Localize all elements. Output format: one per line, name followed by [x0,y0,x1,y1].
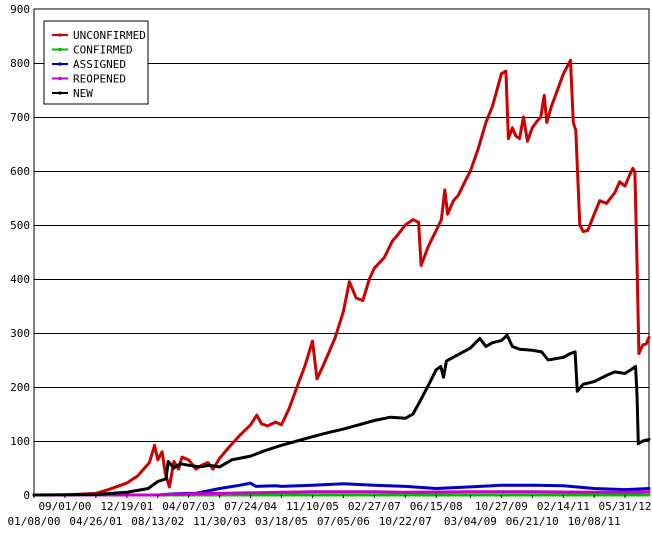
x-tick-label: 04/07/03 [162,500,215,513]
x-tick-label: 10/22/07 [379,515,432,528]
legend-marker-assigned [58,62,62,66]
x-tick-label: 01/08/00 [8,515,61,528]
x-tick-label: 10/08/11 [568,515,621,528]
x-tick-label: 06/21/10 [506,515,559,528]
y-tick-label: 0 [23,489,30,502]
legend-label-confirmed: CONFIRMED [73,44,133,57]
y-tick-label: 300 [10,327,30,340]
x-tick-label: 10/27/09 [475,500,528,513]
legend-label-new: NEW [73,87,93,100]
x-tick-label: 08/13/02 [131,515,184,528]
legend-label-unconfirmed: UNCONFIRMED [73,29,146,42]
series-layer [32,58,651,497]
x-tick-label: 05/31/12 [598,500,651,513]
x-tick-label: 04/26/01 [69,515,122,528]
x-tick-label: 11/10/05 [286,500,339,513]
y-tick-label: 100 [10,435,30,448]
legend-marker-reopened [58,77,62,80]
x-tick-label: 06/15/08 [410,500,463,513]
x-tick-label: 03/04/09 [444,515,497,528]
series-line-new [32,333,651,497]
legend-marker-new [58,91,62,95]
y-tick-label: 900 [10,3,30,16]
legend-marker-confirmed [58,48,62,51]
x-tick-label: 07/05/06 [317,515,370,528]
y-tick-label: 800 [10,57,30,70]
y-tick-label: 700 [10,111,30,124]
y-tick-label: 600 [10,165,30,178]
legend-label-assigned: ASSIGNED [73,58,126,71]
legend-label-reopened: REOPENED [73,73,126,86]
y-tick-label: 200 [10,381,30,394]
series-line-reopened [32,490,651,497]
y-tick-label: 400 [10,273,30,286]
x-tick-label: 02/27/07 [348,500,401,513]
x-tick-label: 09/01/00 [38,500,91,513]
legend-marker-unconfirmed [58,33,62,37]
y-tick-label: 500 [10,219,30,232]
x-tick-label: 07/24/04 [224,500,277,513]
axes: 0 100 200 300 400 500 600 700 800 900 09/01/00 12/1… [8,3,652,528]
x-tick-label: 03/18/05 [255,515,308,528]
x-tick-label: 02/14/11 [537,500,590,513]
x-tick-label: 11/30/03 [193,515,246,528]
x-tick-label: 12/19/01 [100,500,153,513]
